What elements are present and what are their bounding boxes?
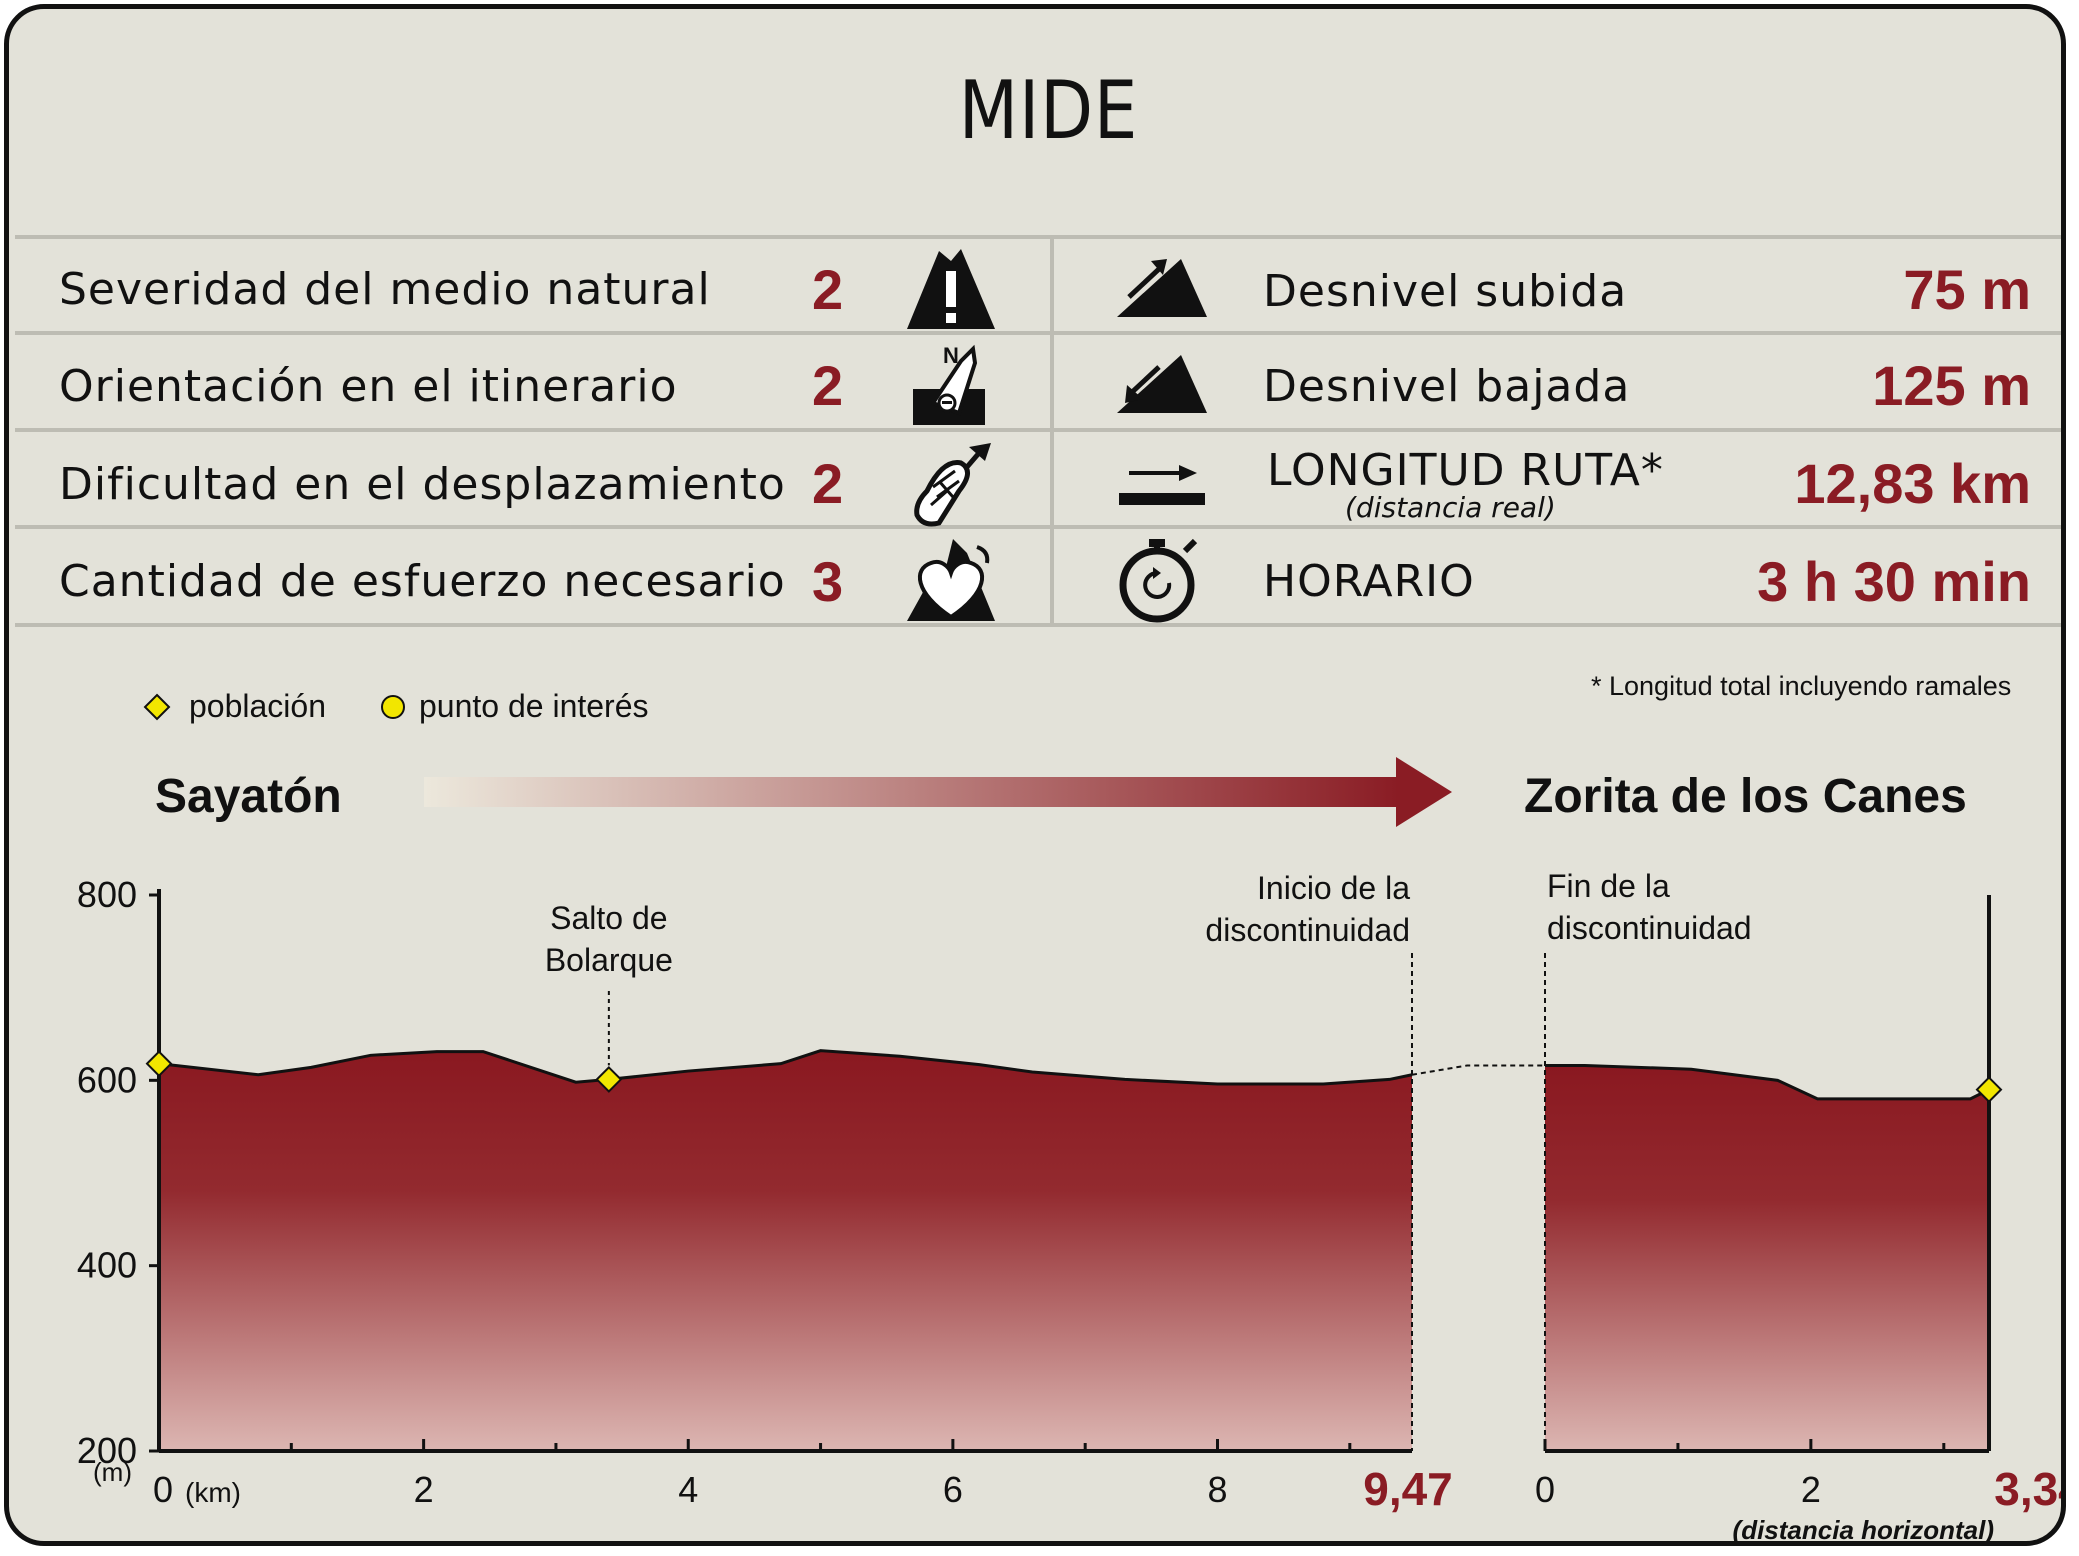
table-divider — [15, 525, 2061, 529]
stat-label-bajada: Desnivel bajada — [1263, 361, 1631, 412]
mide-label-esfuerzo: Cantidad de esfuerzo necesario — [59, 556, 786, 607]
town-marker — [595, 1065, 623, 1093]
x-tick-label: 0 — [153, 1469, 173, 1510]
x-tick-label: 8 — [1207, 1469, 1227, 1510]
warning-mountain-icon — [907, 249, 995, 329]
compass-orientation-icon: N — [913, 343, 985, 425]
stat-label-longitud: LONGITUD RUTA* — [1267, 445, 1664, 496]
y-axis-unit: (m) — [93, 1457, 132, 1487]
mide-score-esfuerzo: 3 — [812, 550, 844, 613]
legend-poi-label: punto de interés — [419, 688, 649, 724]
table-column-divider — [1050, 235, 1054, 627]
direction-arrow-icon — [424, 757, 1452, 827]
x-tick-label: 2 — [414, 1469, 434, 1510]
mide-label-orientacion: Orientación en el itinerario — [59, 361, 678, 412]
stat-value-longitud: 12,83 km — [1794, 452, 2031, 515]
discontinuity-start-label: Inicio de la — [1257, 870, 1410, 906]
y-tick-label: 200 — [77, 1430, 137, 1471]
footprint-icon — [914, 443, 991, 527]
stat-sublabel-longitud: (distancia real) — [1345, 491, 1556, 524]
x-end-label: 3,34 — [1994, 1463, 2066, 1515]
x-axis-caption: (distancia horizontal) — [1733, 1515, 1994, 1545]
legend-town-label: población — [189, 688, 326, 724]
town-marker — [1975, 1076, 2003, 1104]
y-tick-label: 400 — [77, 1245, 137, 1286]
elevation-line — [158, 1049, 1413, 1086]
stat-value-horario: 3 h 30 min — [1757, 550, 2031, 613]
ascent-icon — [1117, 259, 1207, 317]
waypoint-label: Bolarque — [545, 942, 673, 978]
discontinuity-end-label: discontinuidad — [1547, 910, 1752, 946]
distance-arrow-icon — [1119, 465, 1205, 505]
mide-label-severidad: Severidad del medio natural — [59, 264, 711, 315]
discontinuity-start-label: discontinuidad — [1205, 912, 1410, 948]
stat-label-horario: HORARIO — [1263, 556, 1475, 607]
heart-mountain-icon — [907, 539, 995, 621]
y-tick-label: 600 — [77, 1059, 137, 1100]
mide-score-orientacion: 2 — [812, 354, 844, 417]
y-tick-label: 800 — [77, 874, 137, 915]
mide-score-dificultad: 2 — [812, 452, 844, 515]
legend-town-marker-icon — [143, 693, 171, 721]
elevation-profile-chart: 200 400 600 800 (m) 0 2 4 6 8 9,47 0 2 3,34 (km) (dista… — [77, 868, 2066, 1545]
discontinuity-connector — [1411, 1064, 1545, 1076]
elevation-area — [1545, 1065, 1989, 1451]
x-end-label: 9,47 — [1363, 1463, 1453, 1515]
stat-value-subida: 75 m — [1903, 258, 2031, 321]
mide-score-severidad: 2 — [812, 258, 844, 321]
page-title: MIDE — [958, 64, 1139, 157]
x-axis-unit: (km) — [185, 1477, 241, 1508]
waypoint-label: Salto de — [550, 900, 667, 936]
discontinuity-end-label: Fin de la — [1547, 868, 1670, 904]
elevation-area — [159, 1050, 1412, 1451]
route-end: Zorita de los Canes — [1524, 770, 1967, 823]
stat-value-bajada: 125 m — [1872, 354, 2031, 417]
footnote: * Longitud total incluyendo ramales — [1591, 671, 2012, 701]
table-divider — [15, 623, 2061, 627]
x-tick-label: 2 — [1801, 1469, 1821, 1510]
x-tick-label: 4 — [678, 1469, 698, 1510]
mide-label-dificultad: Dificultad en el desplazamiento — [59, 459, 786, 510]
elevation-line — [1545, 1064, 1990, 1101]
x-tick-label: 0 — [1535, 1469, 1555, 1510]
table-divider — [15, 428, 2061, 432]
table-divider — [15, 331, 2061, 335]
mide-card: MIDE Severidad del medio natural 2 Orien… — [4, 4, 2066, 1546]
route-start: Sayatón — [155, 770, 342, 823]
descent-icon — [1117, 355, 1207, 413]
x-tick-label: 6 — [943, 1469, 963, 1510]
stopwatch-icon — [1119, 538, 1198, 623]
stat-label-subida: Desnivel subida — [1263, 266, 1628, 317]
table-divider — [15, 235, 2061, 239]
town-marker — [145, 1050, 173, 1078]
legend-poi-marker-icon — [381, 695, 405, 719]
svg-text:N: N — [943, 343, 959, 368]
